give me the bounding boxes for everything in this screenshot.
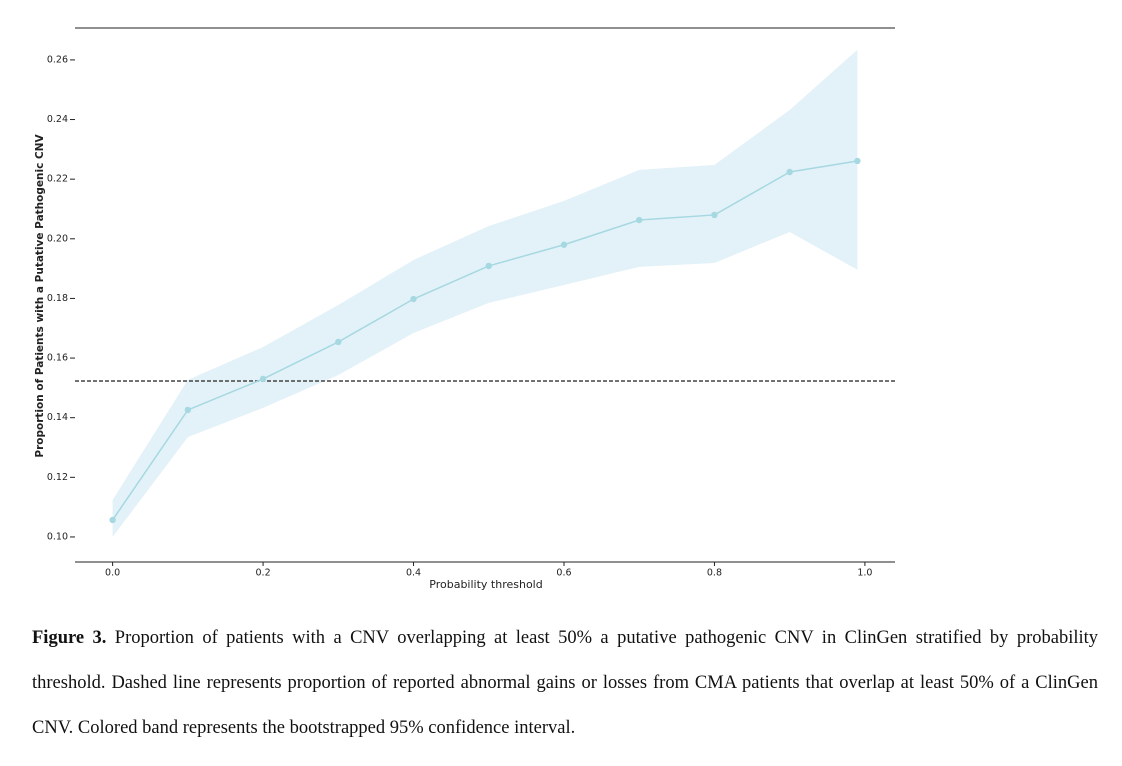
- y-tick-label: 0.20: [47, 233, 68, 244]
- x-axis-label: Probability threshold: [429, 578, 542, 591]
- y-tick-label: 0.26: [47, 54, 68, 65]
- figure-caption: Figure 3. Proportion of patients with a …: [32, 616, 1098, 751]
- data-point: [410, 295, 417, 303]
- data-point: [560, 241, 568, 248]
- x-tick-label: 1.0: [857, 568, 872, 579]
- data-point: [786, 168, 793, 176]
- y-axis-label: Proportion of Patients with a Putative P…: [34, 134, 46, 458]
- x-tick-label: 0.4: [406, 568, 421, 579]
- x-tick-label: 0.2: [256, 568, 271, 579]
- chart: Probability threshold Proportion of Pati…: [34, 27, 895, 591]
- x-tick-label: 0.0: [105, 568, 120, 579]
- x-tick-label: 0.8: [707, 568, 722, 579]
- confidence-band: [112, 49, 858, 537]
- data-point: [636, 216, 643, 224]
- y-tick-label: 0.24: [47, 114, 68, 125]
- data-point: [259, 375, 267, 383]
- data-point: [109, 516, 116, 524]
- data-point: [854, 157, 861, 165]
- data-point: [711, 211, 718, 219]
- caption-text: Proportion of patients with a CNV overla…: [32, 628, 1098, 738]
- data-point: [335, 338, 342, 346]
- y-tick-label: 0.18: [47, 293, 68, 304]
- y-tick-label: 0.10: [47, 531, 68, 542]
- y-tick-label: 0.22: [47, 174, 68, 185]
- x-tick-label: 0.6: [556, 568, 571, 579]
- y-tick-label: 0.12: [47, 472, 68, 483]
- y-tick-label: 0.14: [47, 412, 68, 423]
- data-point: [485, 262, 492, 270]
- y-tick-label: 0.16: [47, 353, 68, 364]
- data-point: [184, 406, 192, 414]
- caption-label: Figure 3.: [32, 628, 107, 648]
